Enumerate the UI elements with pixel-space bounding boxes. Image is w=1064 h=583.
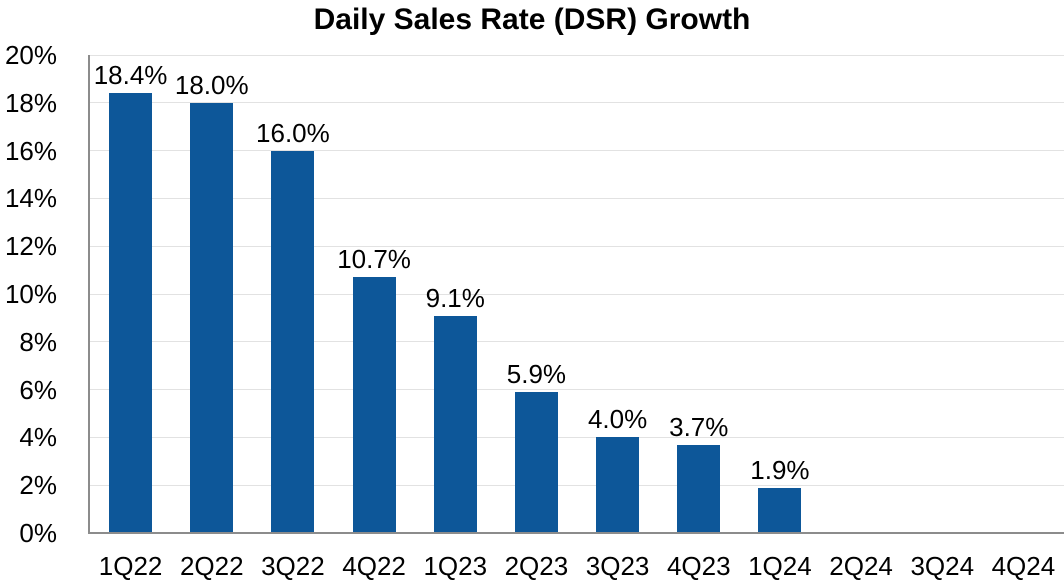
data-label-1q22: 18.4% (93, 60, 168, 90)
x-axis-tick-label-4q24: 4Q24 (991, 551, 1056, 581)
y-axis-tick-label-7: 14% (4, 183, 57, 214)
gridline-2 (90, 436, 1064, 438)
bar-2q23 (514, 392, 558, 533)
gridline-3 (90, 389, 1064, 391)
y-axis-tick-label-1: 2% (19, 470, 57, 501)
gridline-5 (90, 293, 1064, 295)
x-axis-tick-label-1q22: 1Q22 (98, 551, 163, 581)
gridline-7 (90, 197, 1064, 199)
x-axis-tick-label-3q22: 3Q22 (261, 551, 325, 581)
y-axis-tick-label-6: 12% (4, 231, 57, 262)
x-axis-tick-label-4q23: 4Q23 (666, 551, 731, 581)
x-axis-tick-label-1q24: 1Q24 (748, 551, 812, 581)
data-label-1q24: 1.9% (750, 455, 810, 485)
y-axis-tick-label-8: 16% (4, 135, 57, 166)
chart-title: Daily Sales Rate (DSR) Growth (313, 3, 751, 36)
data-label-2q22: 18.0% (174, 70, 249, 100)
y-axis-tick-label-3: 6% (19, 374, 57, 405)
x-axis-tick-label-2q23: 2Q23 (504, 551, 569, 581)
y-axis-tick-label-9: 18% (4, 87, 57, 118)
x-axis-line (88, 532, 1064, 534)
gridline-1 (90, 484, 1064, 486)
bar-3q22 (271, 151, 315, 533)
bar-3q23 (596, 437, 640, 533)
y-axis-tick-label-2: 4% (19, 422, 57, 453)
x-axis-tick-label-3q24: 3Q24 (910, 551, 975, 581)
x-axis-tick-label-3q23: 3Q23 (585, 551, 650, 581)
bar-4q22 (352, 277, 396, 533)
data-label-3q23: 4.0% (587, 404, 648, 434)
data-label-4q22: 10.7% (337, 244, 411, 274)
x-axis-tick-label-4q22: 4Q22 (342, 551, 406, 581)
data-label-2q23: 5.9% (506, 359, 567, 389)
y-axis-tick-label-4: 8% (19, 326, 57, 357)
gridline-10 (90, 54, 1064, 56)
data-label-1q23: 9.1% (425, 283, 485, 313)
bar-1q24 (758, 488, 802, 533)
x-axis-tick-label-2q24: 2Q24 (829, 551, 893, 581)
gridline-8 (90, 150, 1064, 152)
data-label-4q23: 3.7% (669, 412, 729, 442)
gridline-9 (90, 102, 1064, 104)
x-axis-tick-label-1q23: 1Q23 (423, 551, 488, 581)
data-label-3q22: 16.0% (256, 118, 330, 148)
x-axis-tick-label-2q22: 2Q22 (179, 551, 244, 581)
y-axis-tick-label-0: 0% (19, 518, 57, 548)
y-axis-tick-label-10: 20% (4, 40, 57, 70)
bar-2q22 (190, 103, 234, 533)
gridline-6 (90, 245, 1064, 247)
gridline-4 (90, 341, 1064, 343)
bar-1q23 (433, 316, 477, 533)
y-axis-line (88, 55, 90, 533)
bar-1q22 (109, 93, 153, 533)
bar-4q23 (677, 445, 721, 533)
y-axis-tick-label-5: 10% (4, 279, 57, 309)
